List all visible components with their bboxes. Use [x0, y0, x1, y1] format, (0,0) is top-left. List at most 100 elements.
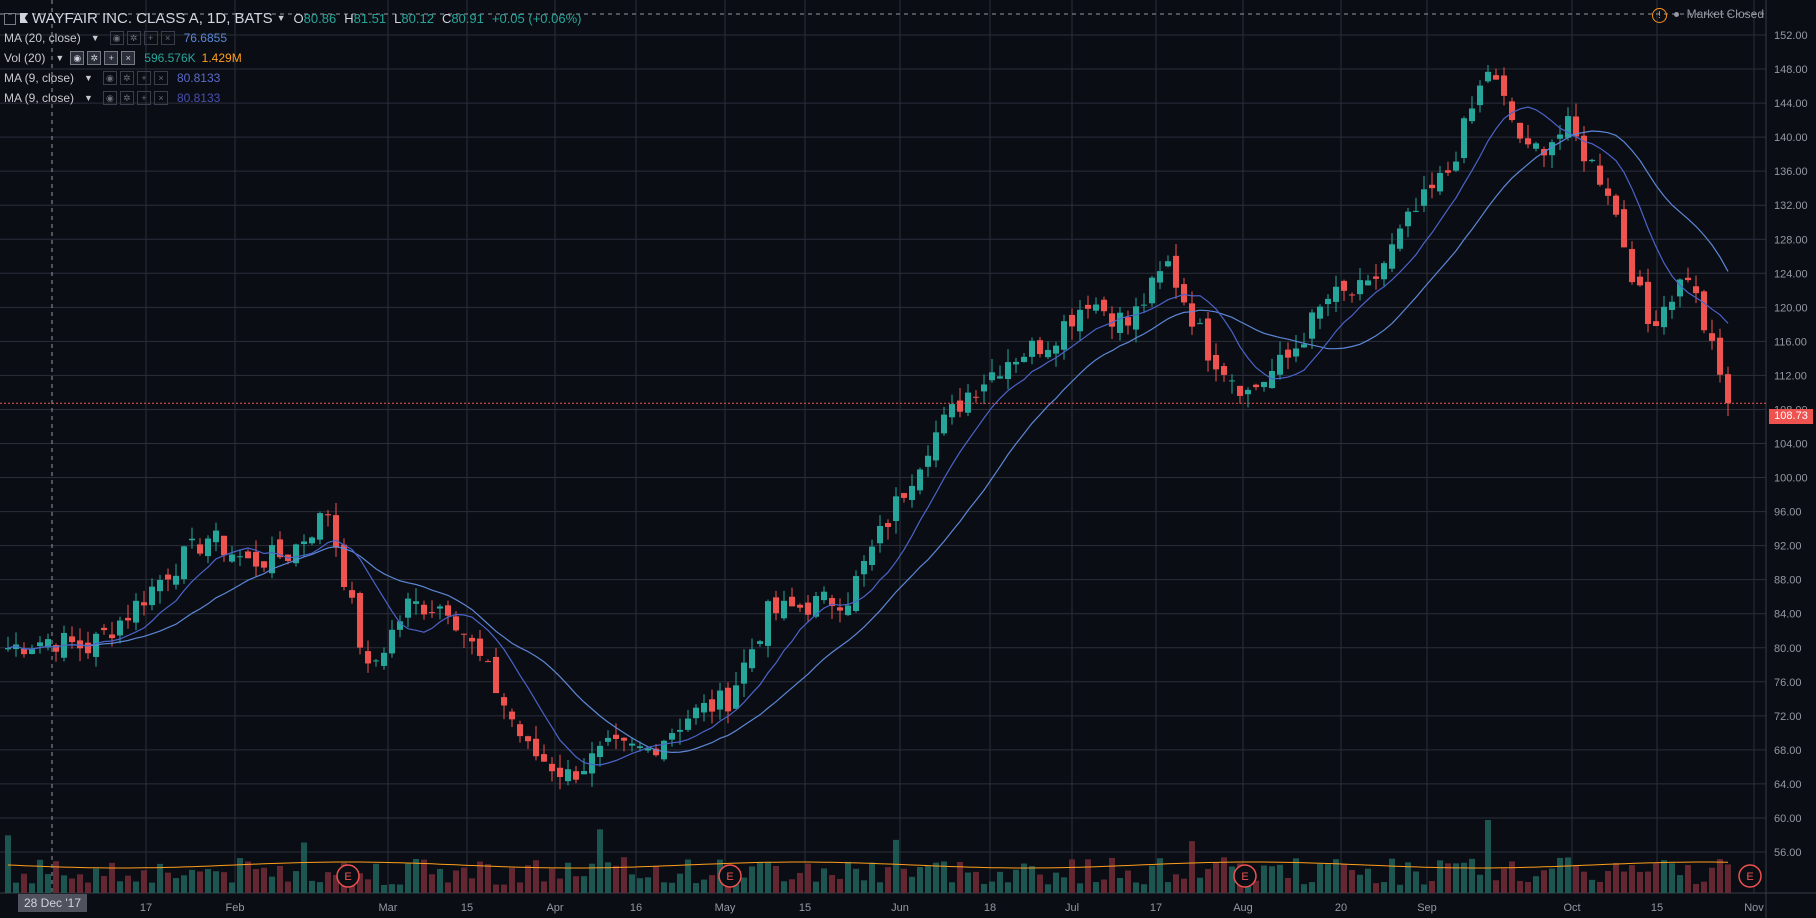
volume-bar: [69, 878, 75, 893]
warning-icon[interactable]: !: [1651, 8, 1667, 23]
candle-body: [117, 620, 123, 636]
eye-icon[interactable]: ◉: [109, 31, 124, 45]
candle-body: [405, 598, 411, 618]
earnings-label: E: [1241, 871, 1248, 883]
eye-icon[interactable]: ◉: [102, 71, 117, 85]
candle-body: [957, 400, 963, 412]
eye-icon[interactable]: ◉: [102, 91, 117, 105]
volume-bar: [53, 861, 59, 893]
indicator-name[interactable]: MA (9, close): [4, 91, 75, 105]
volume-bar: [157, 863, 163, 893]
x-tick-label: May: [715, 902, 736, 914]
volume-bar: [1445, 863, 1451, 893]
earnings-marker[interactable]: E: [718, 864, 742, 888]
candle-body: [725, 687, 731, 712]
plus-icon[interactable]: +: [136, 71, 151, 85]
settings-icon[interactable]: ✲: [126, 31, 141, 45]
candle-body: [1525, 138, 1531, 145]
chevron-down-icon[interactable]: ▼: [276, 13, 286, 23]
volume-bar: [1133, 882, 1139, 893]
plus-icon[interactable]: +: [136, 91, 151, 105]
candle-body: [1405, 211, 1411, 227]
volume-bar: [1725, 864, 1731, 893]
volume-bar: [253, 869, 259, 893]
candle-body: [1197, 323, 1203, 325]
close-icon[interactable]: ×: [153, 71, 168, 85]
chevron-down-icon[interactable]: ▼: [55, 53, 65, 63]
indicator-row-ma20[interactable]: MA (20, close) ▼ ◉ ✲ + × 76.6855: [4, 28, 582, 48]
indicator-name[interactable]: Vol (20): [4, 51, 46, 65]
current-price-label: 108.73: [1769, 409, 1813, 424]
eye-icon[interactable]: ◉: [70, 51, 85, 65]
volume-bar: [1621, 871, 1627, 893]
close-icon[interactable]: ×: [153, 91, 168, 105]
candle-body: [445, 605, 451, 616]
volume-bar: [909, 876, 915, 893]
volume-bar: [1421, 884, 1427, 893]
candle-body: [421, 604, 427, 615]
indicator-name[interactable]: MA (9, close): [4, 71, 75, 85]
indicator-row-ma9b[interactable]: MA (9, close) ▼ ◉ ✲ + × 80.8133: [4, 88, 582, 108]
candle-body: [773, 597, 779, 614]
earnings-label: E: [1746, 871, 1753, 883]
close-icon[interactable]: ×: [121, 51, 136, 65]
candle-body: [1341, 280, 1347, 291]
plus-icon[interactable]: +: [104, 51, 119, 65]
chevron-down-icon[interactable]: ▼: [84, 93, 93, 103]
candle-body: [901, 493, 907, 498]
symbol-title[interactable]: WAYFAIR INC. CLASS A, 1D, BATS: [32, 9, 273, 27]
earnings-marker[interactable]: E: [336, 864, 360, 888]
candle-body: [1381, 263, 1387, 280]
volume-bar: [1253, 880, 1259, 893]
volume-bar: [133, 881, 139, 893]
candle-body: [1309, 312, 1315, 339]
close-icon[interactable]: ×: [160, 31, 175, 45]
y-tick-label: 148.00: [1774, 64, 1808, 76]
volume-bar: [1629, 865, 1635, 893]
volume-bar: [317, 882, 323, 893]
volume-bar: [549, 868, 555, 893]
volume-bar: [1029, 866, 1035, 893]
volume-bar: [1197, 877, 1203, 893]
settings-icon[interactable]: ✲: [119, 71, 134, 85]
volume-bar: [1381, 882, 1387, 893]
earnings-marker[interactable]: E: [1233, 864, 1257, 888]
volume-bar: [957, 861, 963, 893]
earnings-marker[interactable]: E: [1738, 864, 1762, 888]
chevron-down-icon[interactable]: ▼: [84, 73, 93, 83]
earnings-circle: [336, 864, 360, 888]
y-tick-label: 60.00: [1774, 813, 1802, 825]
plus-icon[interactable]: +: [143, 31, 158, 45]
volume-bar: [309, 880, 315, 893]
candle-body: [5, 647, 11, 650]
collapse-icon[interactable]: [4, 13, 16, 25]
candle-body: [1077, 309, 1083, 332]
indicator-name[interactable]: MA (20, close): [4, 31, 81, 45]
candle-body: [485, 661, 491, 663]
y-tick-label: 80.00: [1774, 643, 1802, 655]
indicator-row-vol[interactable]: Vol (20) ▼ ◉ ✲ + × 596.576K 1.429M: [4, 48, 582, 68]
volume-bar: [853, 868, 859, 893]
candle-body: [1149, 277, 1155, 304]
volume-bar: [1533, 876, 1539, 893]
candle-body: [1421, 189, 1427, 206]
settings-icon[interactable]: ✲: [87, 51, 102, 65]
settings-icon[interactable]: ✲: [119, 91, 134, 105]
volume-bar: [149, 882, 155, 893]
x-tick-label: 20: [1335, 902, 1347, 914]
volume-bar: [1349, 869, 1355, 893]
candle-body: [1013, 361, 1019, 365]
chevron-down-icon[interactable]: ▼: [90, 33, 100, 43]
volume-bar: [685, 859, 691, 893]
volume-bar: [893, 839, 899, 893]
y-tick-label: 88.00: [1774, 575, 1802, 587]
volume-bar: [197, 871, 203, 893]
candle-body: [741, 662, 747, 684]
flag-icon[interactable]: [20, 13, 28, 23]
candle-body: [509, 711, 515, 720]
indicator-row-ma9a[interactable]: MA (9, close) ▼ ◉ ✲ + × 80.8133: [4, 68, 582, 88]
candle-body: [1389, 244, 1395, 269]
volume-bar: [61, 875, 67, 893]
